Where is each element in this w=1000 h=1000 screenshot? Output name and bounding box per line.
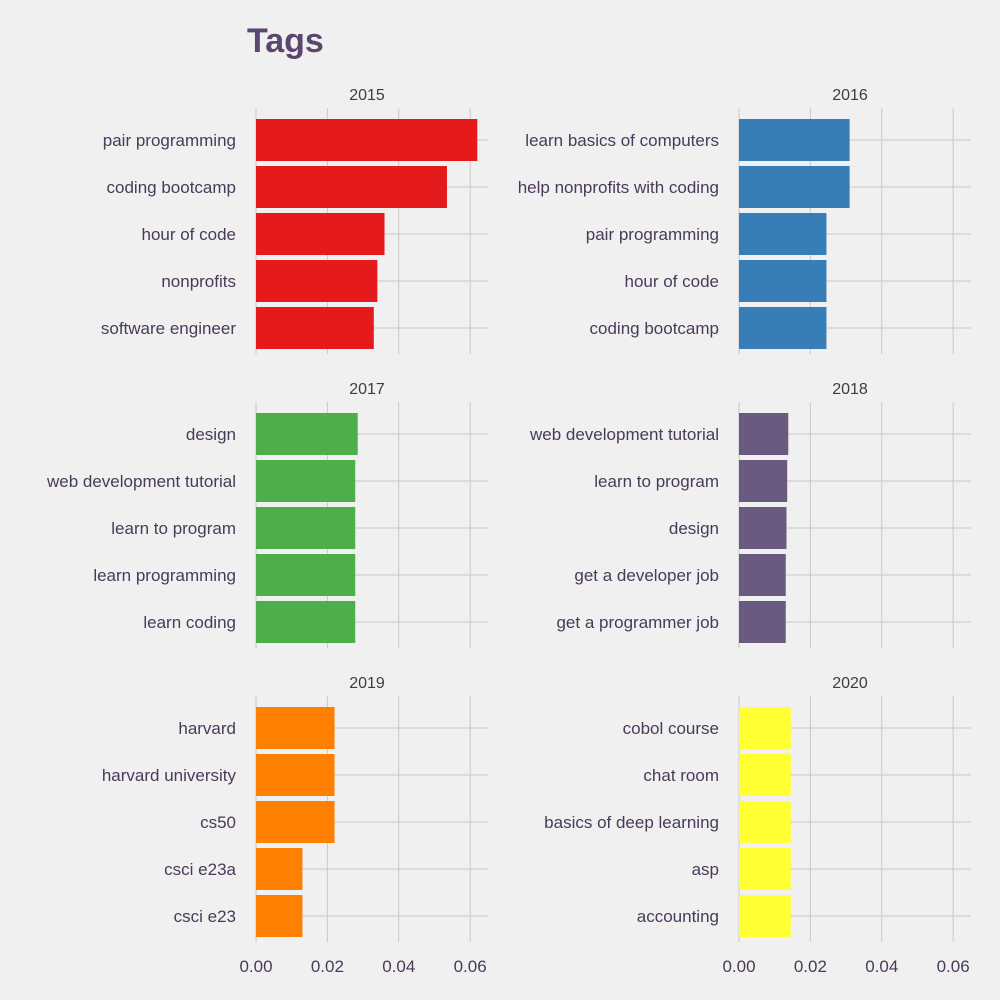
bar-2016-5: [739, 307, 827, 349]
bar-2018-2: [739, 460, 788, 502]
x-tick-label: 0.02: [311, 957, 344, 976]
category-label: hour of code: [141, 225, 236, 244]
bar-2015-2: [256, 166, 447, 208]
category-label: design: [669, 519, 719, 538]
bar-2019-1: [256, 707, 335, 749]
bar-2017-3: [256, 507, 356, 549]
category-label: cobol course: [623, 719, 719, 738]
category-label: web development tutorial: [46, 472, 236, 491]
bar-2018-5: [739, 601, 786, 643]
category-label: hour of code: [624, 272, 719, 291]
bar-2016-2: [739, 166, 850, 208]
category-label: csci e23: [174, 907, 236, 926]
facet-label-2018: 2018: [832, 381, 868, 398]
bar-2019-5: [256, 895, 303, 937]
bar-2020-1: [739, 707, 791, 749]
bar-2020-5: [739, 895, 791, 937]
bar-2018-3: [739, 507, 787, 549]
bar-2019-2: [256, 754, 335, 796]
facet-label-2016: 2016: [832, 87, 868, 104]
category-label: coding bootcamp: [590, 319, 719, 338]
bar-2017-5: [256, 601, 356, 643]
x-tick-label: 0.06: [454, 957, 487, 976]
facet-label-2019: 2019: [349, 675, 385, 692]
category-label: design: [186, 425, 236, 444]
category-label: basics of deep learning: [544, 813, 719, 832]
category-label: coding bootcamp: [107, 178, 236, 197]
bar-2019-3: [256, 801, 335, 843]
category-label: help nonprofits with coding: [518, 178, 719, 197]
bar-2016-1: [739, 119, 850, 161]
category-label: learn coding: [143, 613, 236, 632]
x-tick-label: 0.02: [794, 957, 827, 976]
bar-2019-4: [256, 848, 303, 890]
category-label: harvard: [178, 719, 236, 738]
category-label: accounting: [637, 907, 719, 926]
bar-2015-5: [256, 307, 374, 349]
bar-2017-1: [256, 413, 358, 455]
facet-label-2020: 2020: [832, 675, 868, 692]
x-tick-label: 0.04: [865, 957, 898, 976]
x-tick-label: 0.06: [937, 957, 970, 976]
category-label: learn to program: [594, 472, 719, 491]
chart-title: Tags: [247, 22, 324, 60]
x-tick-label: 0.04: [382, 957, 415, 976]
category-label: pair programming: [103, 131, 236, 150]
category-label: nonprofits: [161, 272, 236, 291]
category-label: chat room: [643, 766, 719, 785]
category-label: pair programming: [586, 225, 719, 244]
bar-2015-1: [256, 119, 478, 161]
category-label: learn programming: [93, 566, 236, 585]
bar-2017-2: [256, 460, 356, 502]
x-tick-label: 0.00: [722, 957, 755, 976]
bar-2020-3: [739, 801, 791, 843]
category-label: learn basics of computers: [525, 131, 719, 150]
bar-2020-2: [739, 754, 791, 796]
bar-2017-4: [256, 554, 356, 596]
category-label: web development tutorial: [529, 425, 719, 444]
bar-2018-1: [739, 413, 789, 455]
bar-2016-4: [739, 260, 827, 302]
facet-label-2017: 2017: [349, 381, 385, 398]
bar-2020-4: [739, 848, 791, 890]
x-tick-label: 0.00: [239, 957, 272, 976]
bar-2015-3: [256, 213, 385, 255]
category-label: csci e23a: [164, 860, 236, 879]
facet-label-2015: 2015: [349, 87, 385, 104]
category-label: asp: [692, 860, 719, 879]
category-label: cs50: [200, 813, 236, 832]
category-label: get a developer job: [574, 566, 719, 585]
category-label: software engineer: [101, 319, 236, 338]
category-label: get a programmer job: [556, 613, 719, 632]
bar-2015-4: [256, 260, 378, 302]
category-label: harvard university: [102, 766, 237, 785]
category-label: learn to program: [111, 519, 236, 538]
bar-2018-4: [739, 554, 786, 596]
bar-2016-3: [739, 213, 827, 255]
